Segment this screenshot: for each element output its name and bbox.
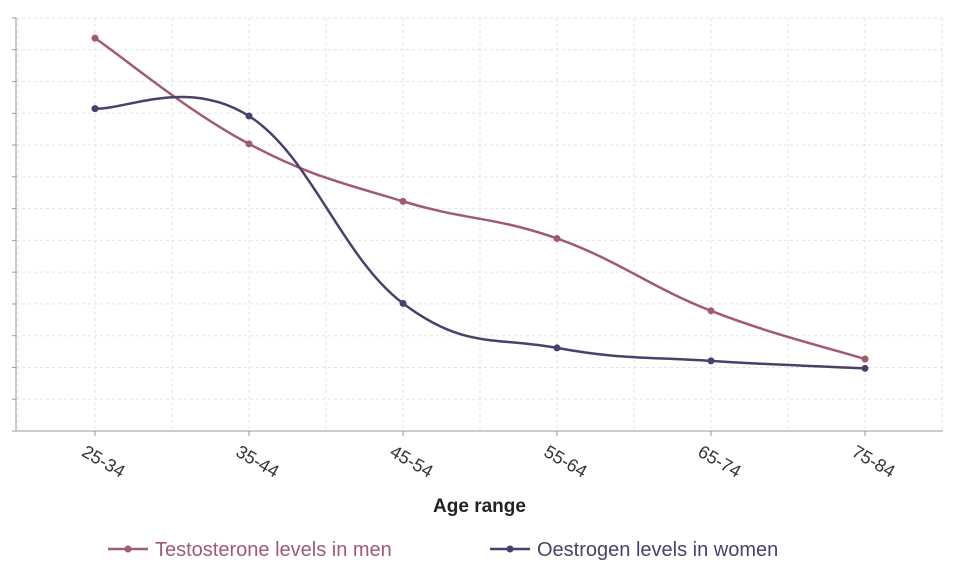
data-point[interactable] — [91, 105, 99, 113]
grid — [16, 17, 943, 431]
data-point[interactable] — [399, 299, 407, 307]
data-point[interactable] — [707, 307, 715, 315]
data-point[interactable] — [553, 344, 561, 352]
x-tick-label: 25-34 — [79, 441, 129, 481]
series-line — [93, 95, 867, 370]
data-point[interactable] — [553, 234, 561, 242]
x-tick-label: 75-84 — [849, 441, 899, 481]
data-point[interactable] — [245, 112, 253, 120]
x-tick-label: 45-54 — [387, 441, 437, 481]
data-point[interactable] — [861, 364, 869, 372]
data-point[interactable] — [245, 140, 253, 148]
legend-item[interactable]: Testosterone levels in men — [108, 539, 392, 561]
legend[interactable]: Testosterone levels in men Oestrogen leve… — [108, 539, 778, 561]
x-tick-label: 55-64 — [541, 441, 591, 481]
series — [91, 34, 869, 372]
x-tick-label: 35-44 — [233, 441, 283, 481]
x-tick-label: 65-74 — [695, 441, 745, 481]
legend-marker — [506, 545, 514, 553]
legend-label: Oestrogen levels in women — [537, 539, 778, 561]
series-line — [93, 36, 867, 361]
series-1 — [91, 95, 869, 372]
x-tick-labels: 25-34 35-44 45-54 55-64 65-74 75-84 — [79, 441, 899, 481]
data-point[interactable] — [861, 355, 869, 363]
axes — [15, 18, 943, 432]
legend-marker — [124, 545, 132, 553]
data-point[interactable] — [399, 197, 407, 205]
data-point[interactable] — [707, 357, 715, 365]
series-0 — [91, 34, 869, 363]
data-point[interactable] — [91, 34, 99, 42]
legend-item[interactable]: Oestrogen levels in women — [490, 539, 778, 561]
ticks — [12, 17, 866, 436]
legend-label: Testosterone levels in men — [155, 539, 392, 561]
x-axis-title: Age range — [433, 496, 526, 517]
